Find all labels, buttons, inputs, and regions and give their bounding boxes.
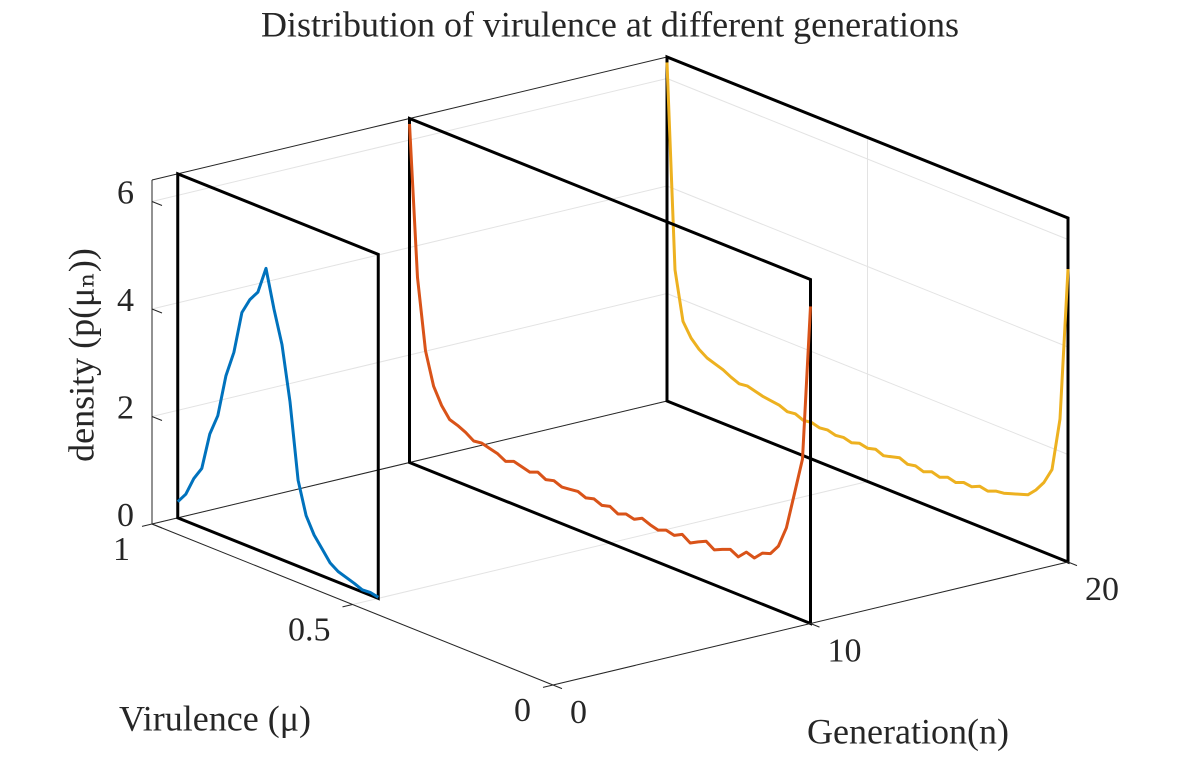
x-tick-label: 20 (1085, 571, 1119, 608)
x-tick-label: 10 (828, 632, 862, 669)
z-tick (151, 308, 163, 314)
slice-frame (176, 171, 380, 601)
z-tick (151, 416, 163, 421)
x-tick (552, 684, 563, 690)
y-tick-label: 0.5 (288, 611, 331, 648)
z-tick-label: 4 (117, 282, 134, 319)
y-tick-label: 0 (514, 692, 531, 729)
density-line (176, 266, 380, 599)
y-tick (342, 604, 353, 608)
z-tick-label: 6 (117, 174, 134, 211)
chart-title: Distribution of virulence at different g… (261, 4, 959, 44)
slice-frame (665, 54, 1070, 565)
y-tick (141, 523, 153, 527)
z-tick-label: 0 (117, 497, 134, 534)
density-line (408, 123, 812, 560)
z-tick (151, 201, 163, 206)
z-tick (151, 523, 163, 529)
x-axis-label: Generation(n) (807, 711, 1009, 751)
slice-frame (408, 116, 812, 626)
x-tick-label: 0 (570, 694, 587, 731)
y-tick-label: 1 (113, 531, 130, 568)
y-axis-label: Virulence (μ) (119, 698, 311, 738)
density-line (665, 62, 1070, 497)
x-tick (1067, 561, 1078, 567)
z-tick-label: 2 (117, 389, 134, 426)
x-tick (810, 623, 820, 628)
z-axis-label: density (p(μₙ)) (61, 248, 101, 462)
y-tick (542, 684, 554, 688)
